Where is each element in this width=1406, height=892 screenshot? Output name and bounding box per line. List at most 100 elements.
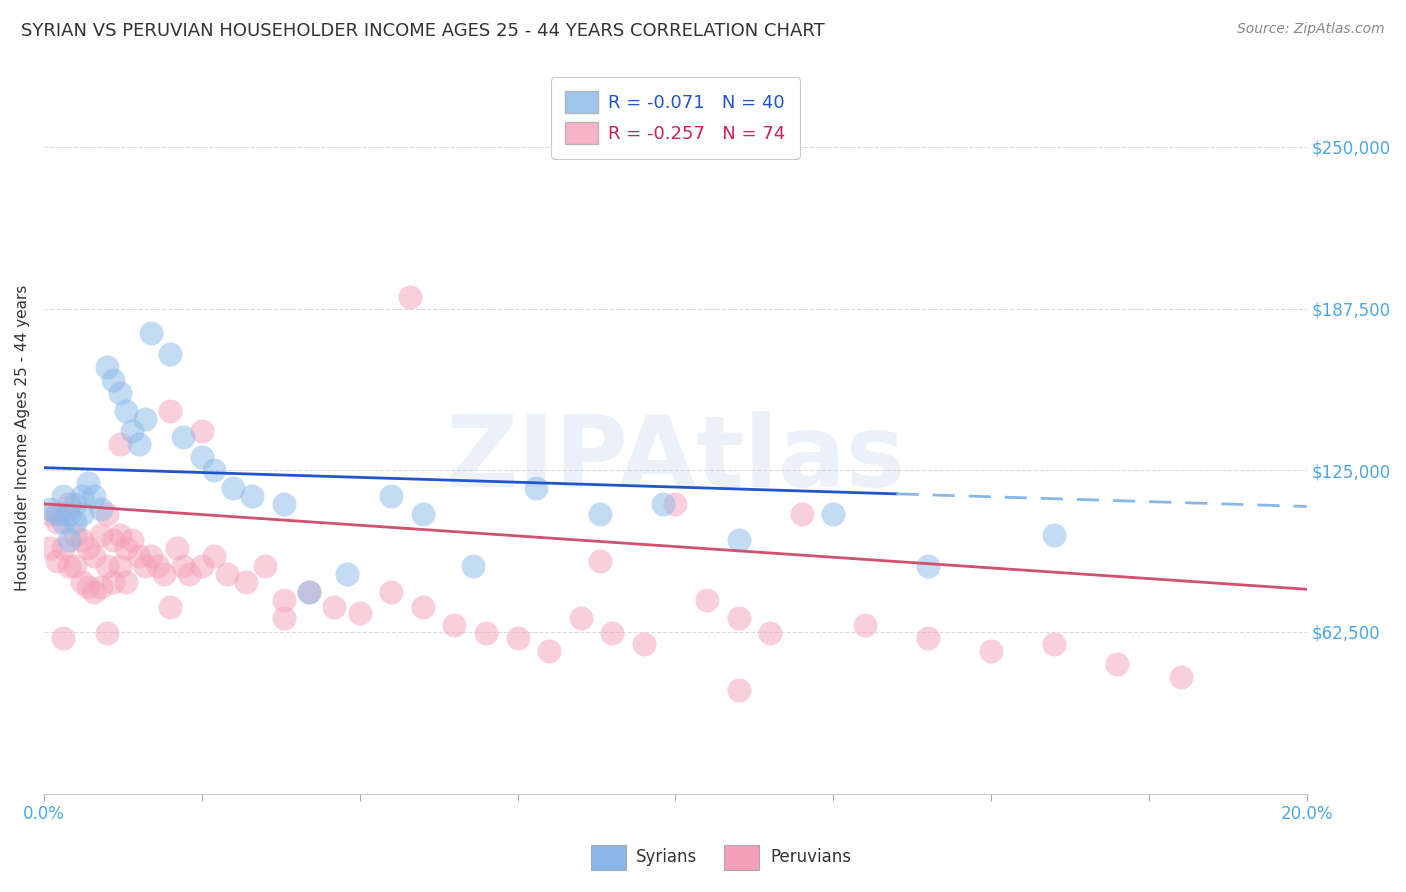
Point <box>159 403 181 417</box>
Point <box>90 502 112 516</box>
Point <box>77 476 100 491</box>
Point <box>588 554 610 568</box>
Point <box>1043 528 1066 542</box>
Point <box>172 559 194 574</box>
Point <box>336 566 359 581</box>
Point <box>128 437 150 451</box>
Point <box>121 425 143 439</box>
Point <box>399 290 422 304</box>
Y-axis label: Householder Income Ages 25 - 44 years: Householder Income Ages 25 - 44 years <box>15 285 30 591</box>
Point <box>115 541 138 555</box>
Point <box>153 566 176 581</box>
Point <box>128 549 150 563</box>
Point <box>179 566 201 581</box>
Point <box>380 585 402 599</box>
Point <box>412 508 434 522</box>
Point <box>1107 657 1129 672</box>
Point <box>727 683 749 698</box>
Point <box>70 533 93 548</box>
Point <box>588 508 610 522</box>
Point <box>103 574 125 589</box>
Point <box>651 497 673 511</box>
Text: SYRIAN VS PERUVIAN HOUSEHOLDER INCOME AGES 25 - 44 YEARS CORRELATION CHART: SYRIAN VS PERUVIAN HOUSEHOLDER INCOME AG… <box>21 22 825 40</box>
Point <box>980 644 1002 658</box>
Point <box>323 600 346 615</box>
Point <box>191 450 214 465</box>
Text: Syrians: Syrians <box>636 848 697 866</box>
Point <box>273 611 295 625</box>
Point <box>134 559 156 574</box>
Point <box>58 508 80 522</box>
Point <box>298 585 321 599</box>
Point <box>108 528 131 542</box>
Point <box>443 618 465 632</box>
Point <box>202 463 225 477</box>
Point <box>65 515 87 529</box>
Point <box>696 592 718 607</box>
Point <box>58 497 80 511</box>
Point <box>52 541 75 555</box>
Point <box>664 497 686 511</box>
Point <box>727 611 749 625</box>
Point <box>191 559 214 574</box>
Point <box>412 600 434 615</box>
Point <box>103 373 125 387</box>
Point <box>83 585 105 599</box>
Point <box>790 508 813 522</box>
Point <box>202 549 225 563</box>
Point <box>538 644 561 658</box>
Point <box>215 566 238 581</box>
Point <box>273 592 295 607</box>
Point <box>45 554 67 568</box>
Point <box>633 637 655 651</box>
Point <box>58 533 80 548</box>
Point <box>52 508 75 522</box>
Legend: R = -0.071   N = 40, R = -0.257   N = 74: R = -0.071 N = 40, R = -0.257 N = 74 <box>551 77 800 159</box>
Point <box>727 533 749 548</box>
Point <box>39 541 62 555</box>
Point <box>1170 670 1192 684</box>
Point <box>108 437 131 451</box>
Point <box>298 585 321 599</box>
Point <box>273 497 295 511</box>
Point <box>70 508 93 522</box>
Point <box>172 429 194 443</box>
Point <box>83 489 105 503</box>
Text: Source: ZipAtlas.com: Source: ZipAtlas.com <box>1237 22 1385 37</box>
Point <box>65 528 87 542</box>
Point <box>96 626 118 640</box>
Point <box>134 411 156 425</box>
Point <box>108 559 131 574</box>
Point <box>96 508 118 522</box>
Point <box>380 489 402 503</box>
Text: Peruvians: Peruvians <box>770 848 852 866</box>
Point <box>65 559 87 574</box>
Point <box>70 574 93 589</box>
Text: ZIPAtlas: ZIPAtlas <box>446 410 905 508</box>
Point <box>103 533 125 548</box>
Point <box>506 632 529 646</box>
Point <box>83 549 105 563</box>
Point <box>853 618 876 632</box>
Point <box>77 580 100 594</box>
Point <box>45 508 67 522</box>
Point <box>240 489 263 503</box>
Point <box>159 600 181 615</box>
Point <box>77 541 100 555</box>
Point <box>349 606 371 620</box>
Point <box>52 489 75 503</box>
Point <box>191 425 214 439</box>
Point <box>52 632 75 646</box>
Point <box>96 559 118 574</box>
Point <box>58 559 80 574</box>
Point <box>115 574 138 589</box>
Point <box>917 632 939 646</box>
Point <box>1043 637 1066 651</box>
Point <box>159 347 181 361</box>
Point <box>96 359 118 374</box>
Point <box>141 549 163 563</box>
Point <box>141 326 163 340</box>
Point <box>45 515 67 529</box>
Point <box>823 508 845 522</box>
Point <box>39 508 62 522</box>
